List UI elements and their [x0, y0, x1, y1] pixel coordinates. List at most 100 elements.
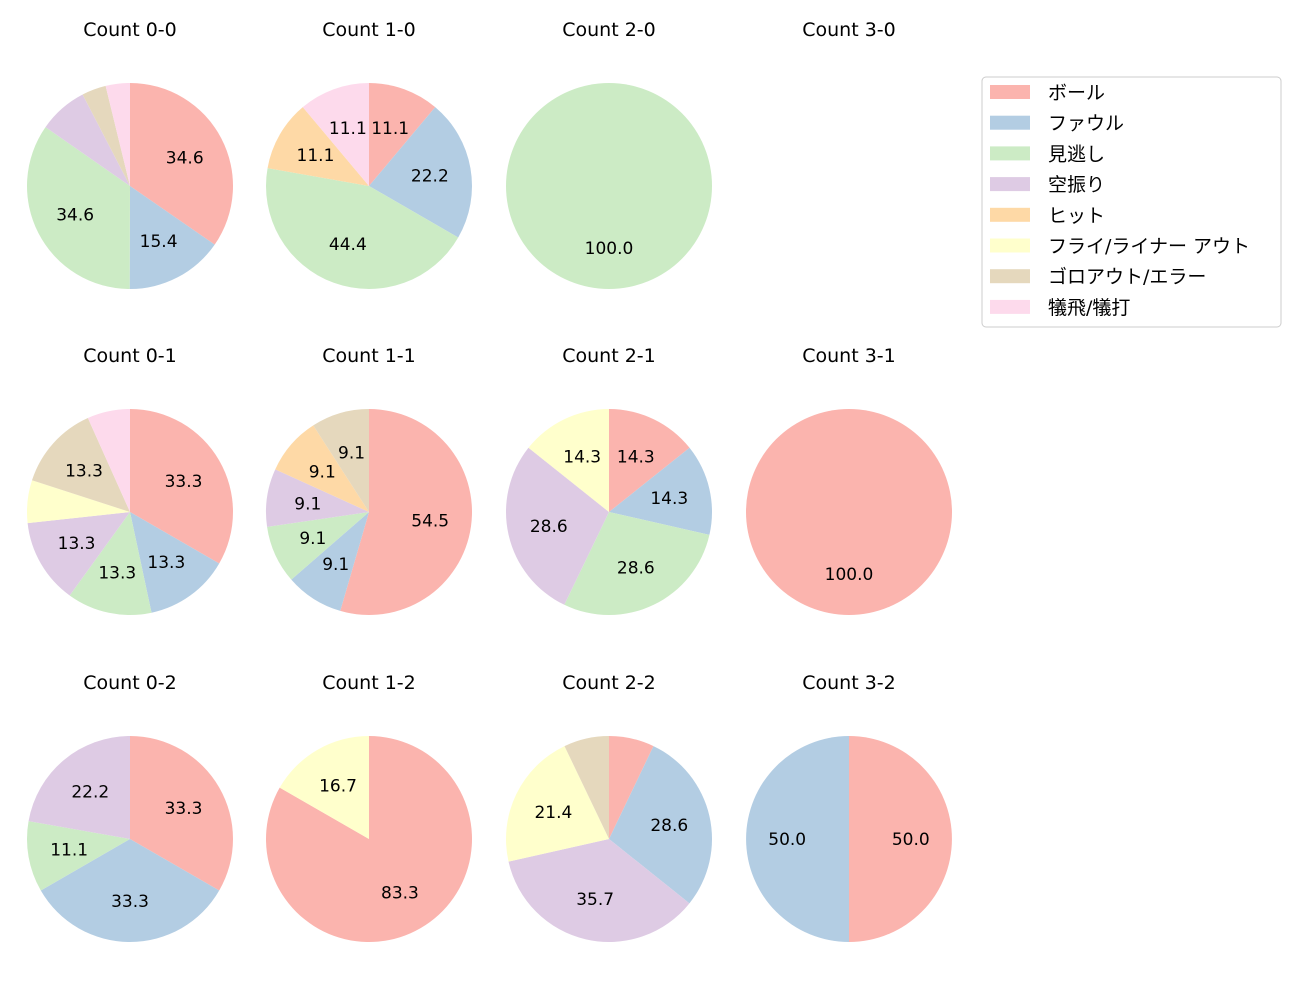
pie-slice: [369, 83, 436, 186]
pie-slice: [130, 512, 220, 613]
pie-title: Count 0-2: [83, 672, 177, 694]
legend-entry: フライ/ライナー アウト: [1048, 236, 1250, 258]
pie-slice: [32, 418, 130, 512]
slice-label: 54.5: [411, 512, 449, 532]
slice-label: 28.6: [617, 559, 655, 579]
pie-slice: [609, 447, 712, 535]
legend-entry: 見逃し: [1048, 143, 1105, 165]
pie-slice: [130, 736, 233, 891]
pie-slice: [129, 186, 215, 289]
slice-label: 13.3: [65, 462, 103, 482]
legend-swatch: [990, 177, 1030, 192]
slice-label: 11.1: [297, 146, 335, 166]
pie-slice: [506, 746, 609, 862]
pie-slice: [291, 512, 369, 611]
slice-label: 50.0: [892, 830, 930, 850]
pie-slice: [506, 447, 609, 605]
pie-slice: [313, 409, 369, 512]
pie-count-0-1: Count 0-133.313.313.313.313.3: [27, 345, 233, 615]
pie-slice: [275, 425, 369, 512]
pie-count-2-2: Count 2-2 28.6 35.7 21.4: [506, 672, 713, 942]
slice-label: 14.3: [563, 447, 601, 467]
legend-swatch: [990, 146, 1030, 161]
slice-label: 9.1: [309, 463, 336, 483]
slice-label: 33.3: [111, 892, 149, 912]
legend-entry: ボール: [1048, 82, 1105, 104]
pie-slice: [609, 736, 654, 839]
pie-slice: [508, 839, 690, 942]
pie-slice: [369, 107, 473, 238]
pie-title: Count 3-0: [802, 19, 896, 41]
pie-slice: [267, 512, 369, 580]
pie-slice: [609, 409, 690, 512]
slice-label: 34.6: [56, 206, 94, 226]
pie-title: Count 2-2: [562, 672, 656, 694]
pie-count-0-0: Count 0-0 34.6 15.4 34.6: [27, 19, 233, 289]
legend-swatch: [990, 299, 1030, 314]
pie-slice: [265, 168, 459, 290]
legend-entry: ヒット: [1048, 205, 1105, 227]
legend-swatch: [990, 269, 1030, 284]
pie-count-1-0: Count 1-011.122.244.411.111.1: [265, 19, 473, 290]
slice-label: 100.0: [585, 239, 634, 259]
pie-count-3-1: Count 3-1 100.0: [746, 345, 952, 615]
slice-label: 11.1: [329, 119, 367, 139]
legend-swatch: [990, 115, 1030, 130]
pie-count-1-1: Count 1-154.59.19.19.19.19.1: [266, 345, 472, 616]
legend-entry: ゴロアウト/エラー: [1048, 266, 1206, 288]
pie-slice: [27, 480, 131, 524]
pie-count-0-2: Count 0-2 33.3 33.3 11.1 22.2: [26, 672, 233, 942]
slice-label: 13.3: [58, 534, 96, 554]
slice-label: 33.3: [165, 799, 203, 819]
pie-title: Count 3-2: [802, 672, 896, 694]
slice-label: 16.7: [319, 777, 357, 797]
pie-count-3-2: Count 3-2 50.0 50.0: [746, 672, 952, 942]
pie-title: Count 1-0: [322, 19, 416, 41]
pie-slice: [28, 736, 130, 839]
slice-label: 100.0: [825, 565, 874, 585]
pie-slice: [27, 512, 130, 596]
pie-slice: [130, 83, 233, 245]
slice-label: 9.1: [338, 444, 365, 464]
slice-label: 11.1: [371, 119, 409, 139]
slice-label: 14.3: [650, 489, 688, 509]
legend-entry: 空振り: [1048, 174, 1105, 196]
slice-label: 44.4: [329, 235, 367, 255]
pie-slice: [130, 409, 233, 564]
slice-label: 35.7: [576, 890, 614, 910]
slice-label: 28.6: [650, 816, 688, 836]
pie-slice: [40, 839, 220, 942]
pie-slice: [564, 512, 710, 615]
pie-slice: [87, 409, 130, 512]
pie-slice: [340, 409, 472, 616]
slice-label: 33.3: [165, 472, 203, 492]
slice-label: 15.4: [140, 232, 178, 252]
pie-slice: [267, 107, 369, 186]
pie-slice: [528, 409, 609, 512]
slice-label: 13.3: [147, 553, 185, 573]
slice-label: 9.1: [299, 529, 326, 549]
pie-title: Count 0-0: [83, 19, 177, 41]
pie-slice: [27, 127, 130, 289]
slice-label: 50.0: [768, 830, 806, 850]
pie-title: Count 1-1: [322, 345, 416, 367]
pie-slice: [746, 736, 849, 942]
slice-label: 21.4: [534, 803, 572, 823]
slice-label: 9.1: [294, 494, 321, 514]
pie-slice: [26, 821, 130, 891]
pie-slice: [279, 736, 369, 839]
slice-label: 22.2: [411, 166, 449, 186]
slice-label: 14.3: [617, 447, 655, 467]
pie-title: Count 0-1: [83, 345, 177, 367]
pie-slice: [609, 746, 713, 904]
pie-slice: [105, 83, 130, 186]
pie-slice: [45, 94, 130, 186]
pie-title: Count 1-2: [322, 672, 416, 694]
pie-title: Count 2-0: [562, 19, 656, 41]
pie-count-2-1: Count 2-1 14.3 14.3 28.6 28.6 14.3: [506, 345, 712, 615]
pie-count-3-0: Count 3-0: [802, 19, 896, 41]
slice-label: 9.1: [322, 555, 349, 575]
pie-slice: [82, 85, 130, 186]
legend-swatch: [990, 238, 1030, 253]
